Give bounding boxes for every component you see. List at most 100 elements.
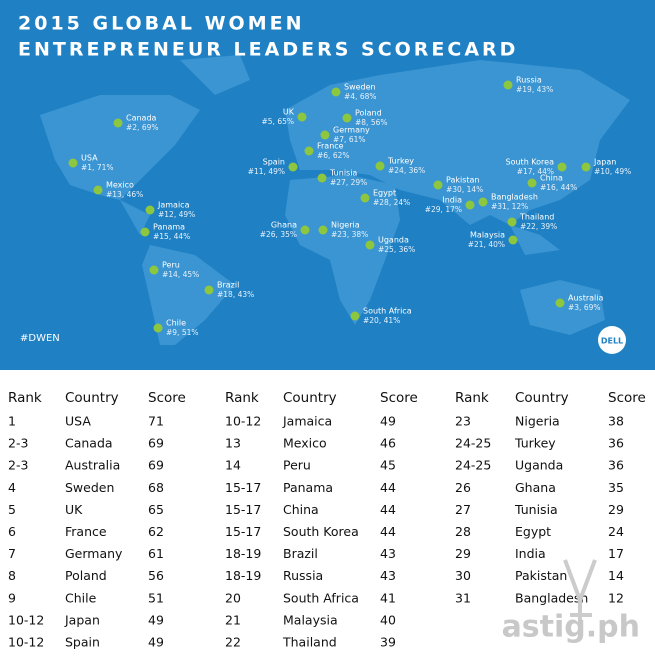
table-cell: Turkey xyxy=(514,436,556,451)
pin-dot xyxy=(288,162,298,172)
pin-dot xyxy=(478,197,488,207)
title-line: ENTREPRENEUR LEADERS SCORECARD xyxy=(18,39,518,61)
table: Rank Country Score Rank Country Score Rank Coun… xyxy=(8,390,646,650)
pin-label: UK xyxy=(283,108,295,117)
pin-label: South Korea xyxy=(506,158,555,167)
table-cell: 20 xyxy=(225,590,241,605)
pin-dot xyxy=(113,118,123,128)
pin-detail: #15, 44% xyxy=(153,232,190,241)
pin-detail: #18, 43% xyxy=(217,290,254,299)
table-cell: 36 xyxy=(608,458,624,473)
column-header: Country xyxy=(283,390,337,406)
pin-detail: #28, 24% xyxy=(373,198,410,207)
pin-label: Pakistan xyxy=(446,176,480,185)
pin-detail: #1, 71% xyxy=(81,163,114,172)
pin-label: Mexico xyxy=(106,181,134,190)
table-cell: 62 xyxy=(148,524,164,539)
table-cell: 41 xyxy=(380,590,396,605)
pin-label: South Africa xyxy=(363,307,412,316)
pin-detail: #26, 35% xyxy=(260,230,297,239)
pin-dot xyxy=(145,205,155,215)
table-cell: 29 xyxy=(608,502,624,517)
pin-detail: #17, 44% xyxy=(517,167,554,176)
logo-circle xyxy=(598,326,626,354)
table-cell: Nigeria xyxy=(515,414,560,429)
table-cell: 46 xyxy=(380,436,396,451)
table-cell: Australia xyxy=(65,458,120,473)
table-cell: 4 xyxy=(8,480,16,495)
pin-detail: #6, 62% xyxy=(317,151,350,160)
pin-dot xyxy=(300,225,310,235)
table-cell: 18-19 xyxy=(225,568,261,583)
pin-dot xyxy=(297,112,307,122)
pin-detail: #29, 17% xyxy=(425,205,462,214)
pin-detail: #3, 69% xyxy=(568,303,601,312)
pin-detail: #31, 12% xyxy=(491,202,528,211)
table-cell: Jamaica xyxy=(282,414,332,429)
table-cell: 51 xyxy=(148,590,164,605)
pin-label: Chile xyxy=(166,319,186,328)
table-cell: UK xyxy=(65,502,83,517)
table-cell: 49 xyxy=(148,612,164,627)
table-cell: 15-17 xyxy=(225,524,261,539)
pin-dot xyxy=(508,235,518,245)
pin-dot xyxy=(465,200,475,210)
table-cell: 14 xyxy=(608,568,624,583)
pin-label: Turkey xyxy=(387,157,414,166)
pin-detail: #22, 39% xyxy=(520,222,557,231)
table-cell: 71 xyxy=(148,414,164,429)
pin-detail: #30, 14% xyxy=(446,185,483,194)
pin-detail: #4, 68% xyxy=(344,92,377,101)
column-header: Score xyxy=(380,390,418,406)
continents xyxy=(40,55,630,345)
pin-label: Tunisia xyxy=(329,169,357,178)
table-cell: 15-17 xyxy=(225,502,261,517)
table-cell: Malaysia xyxy=(283,612,338,627)
pin-label: Malaysia xyxy=(470,231,505,240)
table-cell: 22 xyxy=(225,635,241,650)
column-header: Score xyxy=(148,390,186,406)
table-cell: 40 xyxy=(380,612,396,627)
table-cell: Peru xyxy=(283,458,311,473)
pin-label: Spain xyxy=(263,158,285,167)
table-cell: 5 xyxy=(8,502,16,517)
table-cell: Canada xyxy=(65,436,113,451)
table-cell: 68 xyxy=(148,480,164,495)
pin-dot xyxy=(350,311,360,321)
pin-dot xyxy=(317,173,327,183)
table-cell: 29 xyxy=(455,546,471,561)
pin-label: Uganda xyxy=(378,236,409,245)
pin-detail: #5, 65% xyxy=(262,117,295,126)
table-cell: 13 xyxy=(225,436,241,451)
pin-dot xyxy=(365,240,375,250)
pin-dot xyxy=(304,146,314,156)
pin-dot xyxy=(318,225,328,235)
pin-dot xyxy=(555,298,565,308)
table-cell: 30 xyxy=(455,568,471,583)
table-cell: 2-3 xyxy=(8,436,28,451)
pin-label: Sweden xyxy=(344,83,376,92)
table-cell: 61 xyxy=(148,546,164,561)
pin-dot xyxy=(581,162,591,172)
pin-detail: #23, 38% xyxy=(331,230,368,239)
table-cell: 36 xyxy=(608,436,624,451)
pin-label: Jamaica xyxy=(157,201,190,210)
table-cell: South Africa xyxy=(283,590,359,605)
column-header: Country xyxy=(515,390,569,406)
table-cell: 2-3 xyxy=(8,458,28,473)
pin-dot xyxy=(507,217,517,227)
table-cell: 43 xyxy=(380,546,396,561)
table-cell: 39 xyxy=(380,635,396,650)
column-header: Rank xyxy=(455,390,489,406)
pin-label: Russia xyxy=(516,76,542,85)
pin-detail: #16, 44% xyxy=(540,183,577,192)
pin-dot xyxy=(375,161,385,171)
pin-label: Canada xyxy=(126,114,157,123)
table-cell: 10-12 xyxy=(8,635,44,650)
table-cell: 17 xyxy=(608,546,624,561)
pin-dot xyxy=(140,227,150,237)
table-cell: 28 xyxy=(455,524,471,539)
pin-detail: #9, 51% xyxy=(166,328,199,337)
pin-dot xyxy=(204,285,214,295)
pin-dot xyxy=(360,193,370,203)
